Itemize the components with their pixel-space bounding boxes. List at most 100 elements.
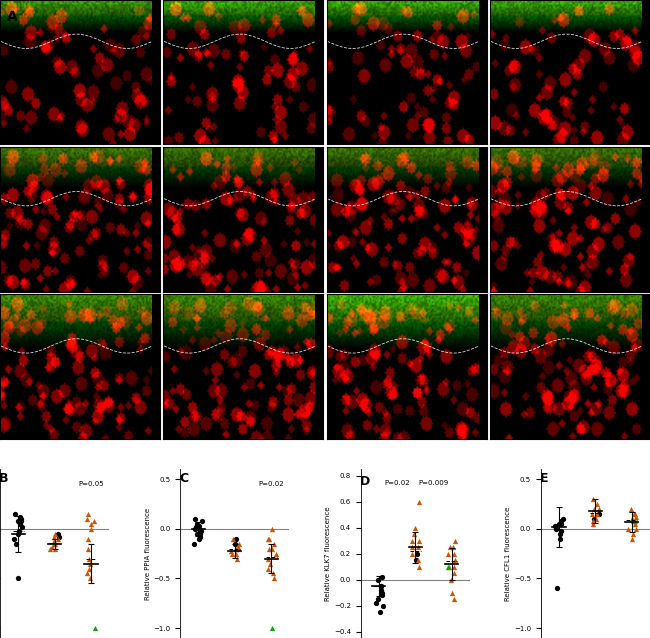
Point [84,563,94,574]
Text: P=0.009: P=0.009 [418,480,448,486]
Point [90,623,100,633]
Point [589,504,599,514]
Text: A: A [6,10,18,24]
Point [194,529,205,539]
Point [189,538,200,549]
Text: P=0.02: P=0.02 [259,481,284,487]
Y-axis label: Involved
AE: Involved AE [0,345,6,389]
Point [376,581,387,591]
Point [194,521,204,531]
Point [629,519,640,529]
Point [234,538,244,549]
Point [226,545,236,556]
Point [9,508,20,519]
Point [448,542,459,553]
Point [412,549,423,559]
Point [265,558,275,568]
Point [592,499,603,509]
Point [53,533,63,544]
Point [554,529,565,539]
Point [373,574,384,584]
Point [264,544,274,554]
Point [376,581,386,591]
Point [227,549,237,559]
Point [263,563,273,574]
Y-axis label: Relative KLK7 fluorescence: Relative KLK7 fluorescence [325,507,331,601]
Point [266,623,277,633]
Text: P=0.05: P=0.05 [78,481,104,487]
Point [444,561,454,572]
Point [448,561,459,572]
Point [194,533,204,544]
Point [410,555,421,565]
Point [14,512,25,522]
Point [192,529,202,539]
Y-axis label: Relative CFL1 fluorescence: Relative CFL1 fluorescence [505,507,511,601]
Point [378,600,388,611]
Point [591,514,601,524]
Point [14,526,24,536]
Point [50,544,60,554]
Point [49,538,60,549]
Point [268,538,279,549]
Point [11,538,21,549]
Point [409,529,419,539]
Point [83,508,94,519]
Point [588,519,598,529]
Point [630,512,641,522]
Point [227,533,238,544]
Point [630,516,641,526]
Y-axis label: Uninvolved
AE: Uninvolved AE [0,191,6,248]
Text: E: E [540,472,549,485]
Point [84,574,95,584]
Point [231,544,242,554]
Point [263,533,273,544]
Text: P=0.02: P=0.02 [384,480,410,486]
Point [414,561,424,572]
Point [232,554,242,564]
Point [410,523,421,533]
Point [552,583,562,593]
Point [628,516,638,526]
Point [588,494,599,504]
Point [13,574,23,584]
Point [449,555,460,565]
Point [231,549,241,559]
Point [270,549,281,559]
Point [629,508,640,519]
Point [89,516,99,526]
Point [86,524,96,534]
Point [16,516,26,526]
Point [412,542,423,553]
Point [13,529,23,539]
Point [83,533,93,544]
Point [413,555,423,565]
Point [551,524,562,534]
Point [268,574,279,584]
Point [49,538,60,549]
Point [264,533,274,544]
Point [82,568,92,579]
Point [627,533,637,544]
Point [407,549,417,559]
Point [627,514,638,524]
Point [190,524,200,534]
Point [233,544,243,554]
Point [414,496,424,507]
Text: C: C [179,472,188,485]
Point [53,529,63,539]
Point [231,533,241,544]
Point [558,514,568,524]
Point [15,519,25,529]
Point [83,544,93,554]
Point [190,522,201,532]
Point [45,544,55,554]
Point [192,519,202,529]
Point [448,549,459,559]
Point [83,554,94,564]
Point [592,508,602,519]
Point [376,585,386,595]
Point [196,526,206,536]
Point [630,524,641,534]
Point [555,533,566,544]
